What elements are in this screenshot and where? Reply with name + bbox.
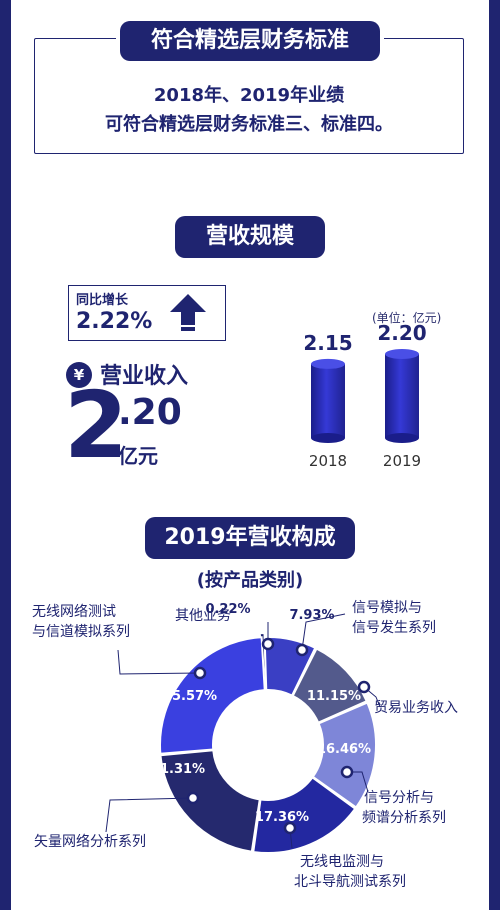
callout-dot: [340, 765, 354, 779]
yoy-growth-label: 同比增长: [76, 293, 129, 308]
bar-value-label: 2.20: [377, 321, 426, 345]
revenue-scale-title: 营收规模: [175, 216, 325, 258]
callout-category-label: 其他业务: [175, 608, 231, 624]
callout-category-label: 无线网络测试: [32, 604, 116, 620]
callout-dot: [261, 637, 275, 651]
yen-icon: ¥: [66, 362, 92, 388]
bar-value-label: 2.15: [303, 331, 352, 355]
callout-category-label: 信号模拟与: [352, 600, 422, 616]
revenue-label: 营业收入: [100, 364, 189, 389]
callout-category-label: 频谱分析系列: [362, 810, 446, 826]
bar-category-label: 2019: [383, 452, 421, 470]
financial-standard-line2: 可符合精选层财务标准三、标准四。: [105, 114, 393, 135]
callout-dot: [357, 680, 371, 694]
up-arrow-icon: [170, 294, 206, 331]
bar-body: [385, 354, 419, 438]
callout-category-label: 北斗导航测试系列: [294, 874, 406, 890]
yoy-growth-value: 2.22%: [76, 309, 153, 334]
slice-percent-label: 21.31%: [151, 762, 205, 777]
yoy-growth-box: [68, 285, 226, 341]
callout-category-label: 贸易业务收入: [374, 700, 458, 716]
slice-percent-label: 11.15%: [307, 689, 361, 704]
slice-percent-label: 25.57%: [163, 689, 217, 704]
donut-slice: [291, 647, 369, 725]
bar-2018: [311, 358, 345, 443]
donut-slice: [311, 701, 377, 809]
callout-dot: [283, 821, 297, 835]
bar-body: [311, 363, 345, 438]
donut-slice: [252, 776, 357, 854]
bar-bottom: [311, 433, 345, 443]
financial-standard-title: 符合精选层财务标准: [120, 21, 380, 61]
callout-leader-line: [301, 613, 346, 651]
callout-category-label: 与信道模拟系列: [32, 624, 130, 640]
bar-2019: [385, 349, 419, 443]
donut-slice: [159, 636, 266, 755]
callout-leader-line: [117, 649, 201, 675]
slice-percent-label: 7.93%: [289, 608, 334, 623]
bar-category-label: 2018: [309, 452, 347, 470]
revenue-unit: 亿元: [118, 444, 158, 468]
bar-bottom: [385, 433, 419, 443]
bar-top: [311, 358, 345, 369]
revenue-composition-subtitle: (按产品类别): [196, 570, 304, 591]
callout-category-label: 信号发生系列: [352, 620, 436, 636]
financial-standard-line1: 2018年、2019年业绩: [153, 85, 345, 106]
donut-slice: [159, 749, 261, 853]
callout-leader-line: [105, 797, 194, 833]
bar-unit-note: (单位：亿元): [372, 311, 442, 325]
callout-category-label: 矢量网络分析系列: [34, 834, 146, 850]
revenue-composition-title: 2019年营收构成: [145, 517, 355, 559]
callout-dot: [186, 791, 200, 805]
right-border-bar: [489, 0, 500, 910]
callout-dot: [193, 666, 207, 680]
slice-percent-label: 16.46%: [317, 742, 371, 757]
revenue-decimal: .20: [118, 392, 182, 433]
bar-top: [385, 349, 419, 359]
callout-dot: [295, 643, 309, 657]
slice-percent-label: 0.22%: [205, 602, 250, 617]
slice-percent-label: 17.36%: [255, 810, 309, 825]
callout-category-label: 信号分析与: [364, 790, 434, 806]
left-border-bar: [0, 0, 11, 910]
revenue-integer: 2: [64, 372, 129, 479]
callout-category-label: 无线电监测与: [300, 854, 384, 870]
